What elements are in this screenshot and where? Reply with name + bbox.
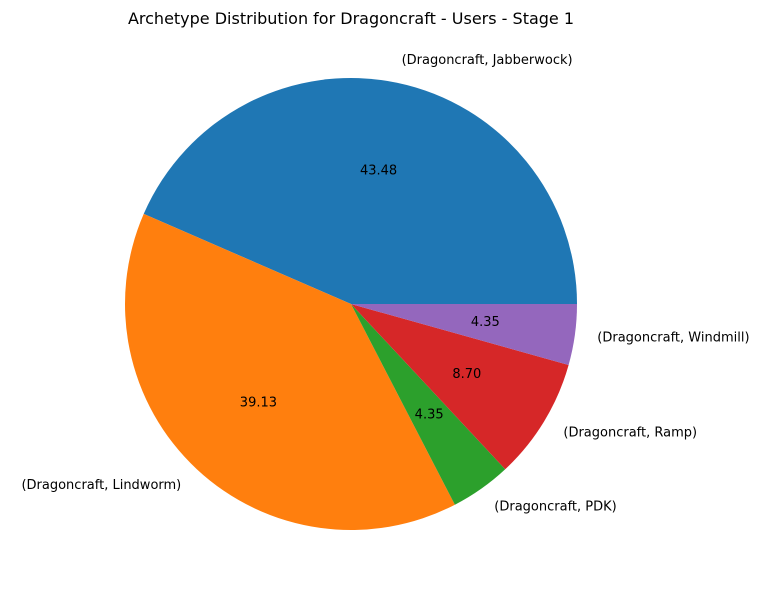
slice-pct-label-0: 43.48 bbox=[360, 164, 397, 179]
slice-label-3: (Dragoncraft, Ramp) bbox=[563, 426, 697, 441]
pie-slice-0 bbox=[143, 78, 577, 305]
slice-pct-label-4: 4.35 bbox=[471, 315, 500, 330]
pie-slices bbox=[124, 78, 577, 531]
slice-label-0: (Dragoncraft, Jabberwock) bbox=[402, 53, 573, 68]
slice-pct-label-1: 39.13 bbox=[240, 396, 277, 411]
chart-title: Archetype Distribution for Dragoncraft -… bbox=[128, 9, 574, 28]
pie-labels: (Dragoncraft, Jabberwock) 43.48 (Dragoncra… bbox=[21, 53, 749, 515]
slice-pct-label-2: 4.35 bbox=[415, 407, 444, 422]
slice-pct-label-3: 8.70 bbox=[452, 367, 481, 382]
slice-label-4: (Dragoncraft, Windmill) bbox=[597, 330, 749, 345]
slice-label-1: (Dragoncraft, Lindworm) bbox=[21, 478, 181, 493]
pie-slice-1 bbox=[124, 213, 455, 531]
pie-slice-2 bbox=[351, 304, 506, 505]
slice-label-2: (Dragoncraft, PDK) bbox=[494, 500, 616, 515]
pie-slice-3 bbox=[351, 304, 569, 470]
pie-slice-4 bbox=[351, 304, 577, 365]
